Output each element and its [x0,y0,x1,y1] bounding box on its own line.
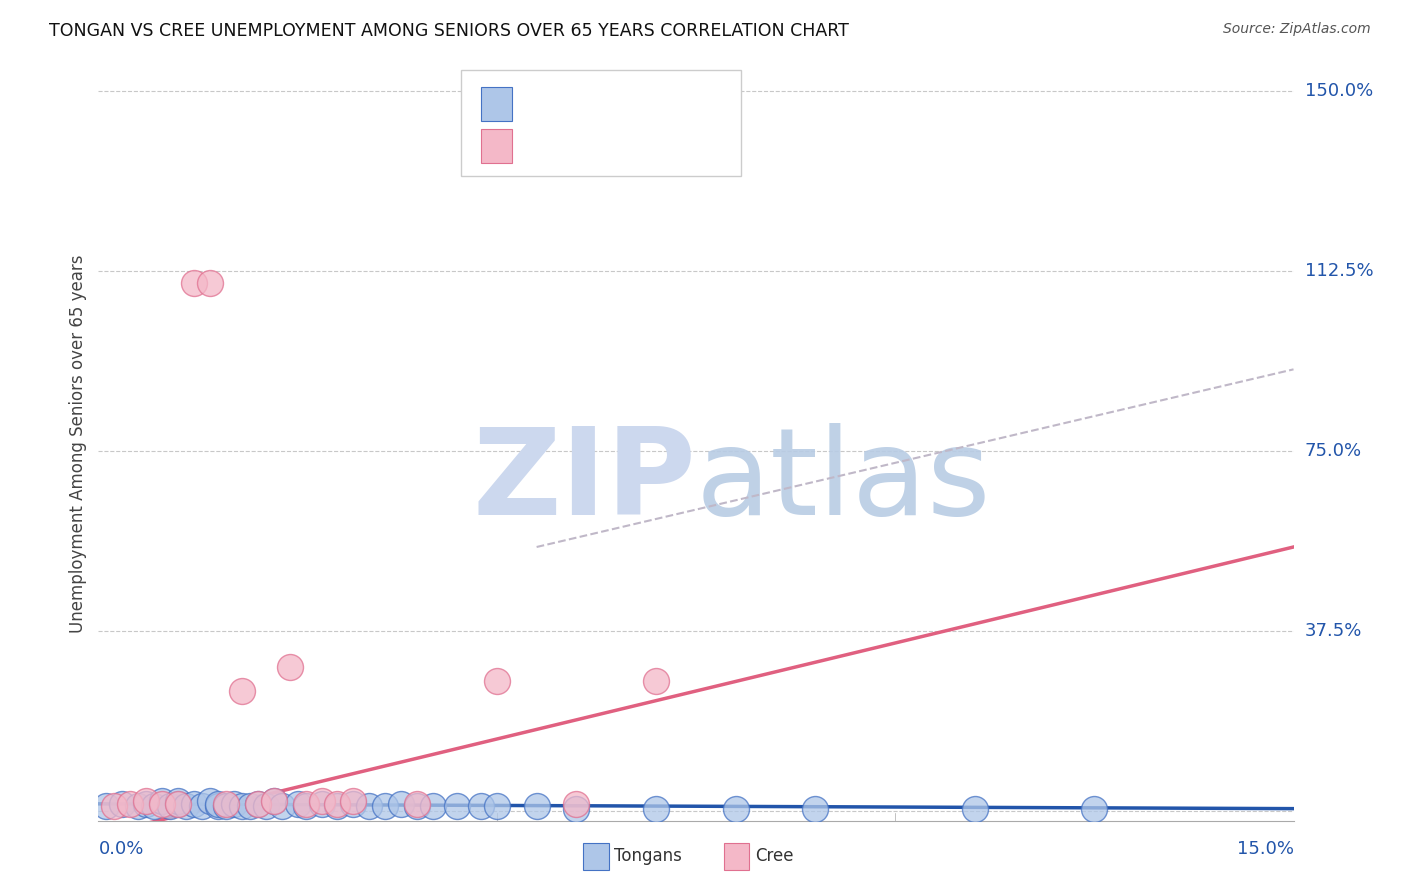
Point [159,799,181,814]
Point [263,794,285,808]
Point [422,799,444,814]
Point [278,660,301,674]
Text: 0.0%: 0.0% [98,840,143,858]
Text: R =  0.365  N = 20: R = 0.365 N = 20 [526,136,737,156]
Point [207,797,229,811]
Point [485,799,508,814]
Point [198,794,221,808]
Point [103,799,125,814]
Point [96,799,118,814]
Point [111,797,134,811]
Point [191,799,214,814]
Text: 15.0%: 15.0% [1236,840,1294,858]
Text: 150.0%: 150.0% [1305,82,1372,100]
Point [120,797,142,811]
Point [359,799,381,814]
Point [645,674,668,689]
Point [150,797,173,811]
Point [311,794,333,808]
Point [446,799,468,814]
Point [294,797,316,811]
Point [526,799,548,814]
Text: Source: ZipAtlas.com: Source: ZipAtlas.com [1223,22,1371,37]
Point [215,799,238,814]
Point [231,684,253,698]
Point [963,802,986,816]
Point [565,802,588,816]
Point [167,797,190,811]
Text: 75.0%: 75.0% [1305,442,1362,460]
Y-axis label: Unemployment Among Seniors over 65 years: Unemployment Among Seniors over 65 years [69,254,87,633]
Point [406,799,429,814]
Point [143,799,166,814]
Point [246,797,269,811]
Point [135,794,157,808]
Point [215,797,238,811]
Point [198,276,221,290]
Point [222,797,245,811]
Point [254,799,277,814]
Point [342,797,364,811]
Point [239,799,262,814]
Point [485,674,508,689]
Point [127,799,149,814]
Point [294,799,316,814]
Point [1083,802,1105,816]
Point [311,797,333,811]
Point [565,797,588,811]
Point [406,797,429,811]
Text: R = -0.071  N = 43: R = -0.071 N = 43 [526,95,737,114]
Text: Tongans: Tongans [614,847,682,865]
Point [207,799,229,814]
Point [270,799,292,814]
Point [374,799,396,814]
Point [326,797,349,811]
Point [804,802,827,816]
Point [183,797,205,811]
Point [167,794,190,808]
Point [326,799,349,814]
Point [174,799,197,814]
Point [342,794,364,808]
Point [645,802,668,816]
Point [389,797,412,811]
Text: ZIP: ZIP [472,423,696,540]
Text: 112.5%: 112.5% [1305,262,1374,280]
Point [167,797,190,811]
Point [246,797,269,811]
Point [135,797,157,811]
Text: Cree: Cree [755,847,793,865]
Text: 37.5%: 37.5% [1305,622,1362,640]
Point [263,794,285,808]
Point [183,276,205,290]
Point [150,794,173,808]
Point [287,797,309,811]
Point [724,802,747,816]
Text: TONGAN VS CREE UNEMPLOYMENT AMONG SENIORS OVER 65 YEARS CORRELATION CHART: TONGAN VS CREE UNEMPLOYMENT AMONG SENIOR… [49,22,849,40]
Point [231,799,253,814]
Text: atlas: atlas [696,423,991,540]
Point [470,799,492,814]
